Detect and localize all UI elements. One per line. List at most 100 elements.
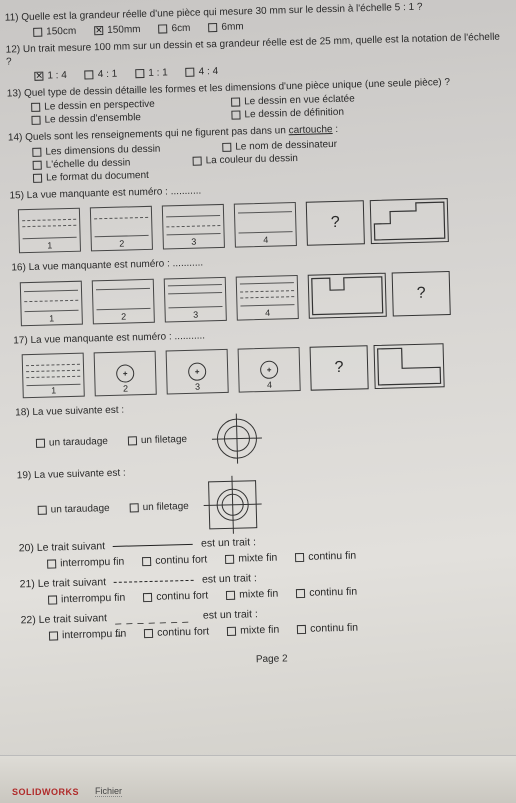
checkbox-icon xyxy=(33,160,42,169)
q13-opt-3: Le dessin de définition xyxy=(231,105,411,121)
checkbox-icon xyxy=(222,142,231,151)
opt-label: continu fort xyxy=(155,553,207,566)
q19-figure xyxy=(208,480,257,529)
view-figure-4: 4 xyxy=(234,202,297,248)
q22-opt-1: continu fort xyxy=(144,625,209,639)
q21-opt-1: continu fort xyxy=(143,589,208,603)
opt-label: Le dessin d'ensemble xyxy=(44,112,141,126)
question-17: 17) La vue manquante est numéro : ......… xyxy=(13,322,515,402)
opt-label: un filetage xyxy=(141,434,187,446)
iso-front: ? xyxy=(306,200,365,246)
q11-opt-0: 150cm xyxy=(33,25,76,37)
fig-num: 4 xyxy=(265,307,270,317)
view-figure-2: 2 xyxy=(94,351,157,397)
opt-label: Le dessin en perspective xyxy=(44,99,155,113)
iso-views: ? xyxy=(308,267,459,321)
q13-opt-2: Le dessin d'ensemble xyxy=(31,110,211,126)
checkbox-icon xyxy=(135,68,144,77)
crosshair-circle-icon xyxy=(260,361,278,379)
taskbar: SOLIDWORKS Fichier xyxy=(0,755,516,803)
q15-figures: 1 2 3 4 ? xyxy=(18,193,511,256)
page-footer: Page 2 xyxy=(22,647,516,671)
checkbox-icon xyxy=(128,436,137,445)
opt-label: un taraudage xyxy=(51,503,110,516)
view-figure-1: 1 xyxy=(18,208,81,254)
question-mark: ? xyxy=(331,214,340,232)
checkbox-icon xyxy=(33,27,42,36)
view-figure-3: 3 xyxy=(166,349,229,395)
checkbox-icon xyxy=(47,559,56,568)
checkbox-icon xyxy=(231,110,240,119)
fig-num: 1 xyxy=(47,240,52,250)
q21-opt-0: interrompu fin xyxy=(48,592,125,606)
iso-side xyxy=(374,343,445,389)
q22-opt-3: continu fin xyxy=(297,622,358,636)
opt-label: 4 : 4 xyxy=(199,66,219,78)
opt-label: continu fin xyxy=(310,622,358,635)
iso-views: ? xyxy=(309,340,460,394)
checkbox-icon xyxy=(158,24,167,33)
opt-label: mixte fin xyxy=(239,588,278,601)
opt-label: interrompu fin xyxy=(60,556,124,570)
q20-opt-1: continu fort xyxy=(142,553,207,567)
q18-opt-1: un filetage xyxy=(128,434,187,447)
iso-front: ? xyxy=(310,345,369,391)
q14-opt-1: Le nom de dessinateur xyxy=(222,137,392,152)
q21-text-a: 21) Le trait suivant xyxy=(20,576,107,590)
view-figure-4: 4 xyxy=(238,347,301,393)
view-figure-1: 1 xyxy=(22,353,85,399)
question-15: 15) La vue manquante est numéro : ......… xyxy=(9,177,511,257)
checkbox-icon xyxy=(227,626,236,635)
notch-profile-icon xyxy=(310,274,385,316)
opt-label: mixte fin xyxy=(238,552,277,565)
checkbox-icon xyxy=(295,552,304,561)
thread-square-icon xyxy=(216,488,249,521)
fig-num: 3 xyxy=(193,309,198,319)
q18-figure xyxy=(207,417,268,459)
q19-opt-0: un taraudage xyxy=(38,503,110,516)
question-13: 13) Quel type de dessin détaille les for… xyxy=(7,75,508,127)
fig-num: 1 xyxy=(49,313,54,323)
checkbox-icon xyxy=(143,592,152,601)
opt-label: Le nom de dessinateur xyxy=(235,138,337,152)
iso-front xyxy=(308,272,387,318)
opt-label: 150mm xyxy=(107,24,141,36)
view-figure-3: 3 xyxy=(162,204,225,250)
q18-opt-0: un taraudage xyxy=(36,436,108,449)
q19-opt-1: un filetage xyxy=(130,500,189,513)
q20-opt-2: mixte fin xyxy=(225,552,277,565)
q20-opt-0: interrompu fin xyxy=(47,556,124,570)
q14-opt-0: Les dimensions du dessin xyxy=(32,142,202,157)
crosshair-circle-icon xyxy=(188,362,206,380)
q14-opt-2: L'échelle du dessin xyxy=(33,156,173,171)
opt-label: continu fort xyxy=(157,625,209,638)
q12-opt-1: 4 : 1 xyxy=(85,68,118,80)
checkbox-icon xyxy=(225,554,234,563)
opt-label: continu fin xyxy=(308,550,356,563)
q21-opt-3: continu fin xyxy=(296,586,357,600)
dashed-fine-line-icon xyxy=(114,579,194,582)
q12-opt-3: 4 : 4 xyxy=(186,66,219,78)
view-figure-2: 2 xyxy=(92,278,155,324)
view-figure-2: 2 xyxy=(90,206,153,252)
opt-label: 6mm xyxy=(221,21,244,33)
opt-label: un filetage xyxy=(143,500,189,512)
question-mark: ? xyxy=(417,284,426,302)
opt-label: continu fort xyxy=(156,589,208,602)
checkbox-icon xyxy=(144,628,153,637)
fig-num: 2 xyxy=(123,383,128,393)
question-20: 20) Le trait suivant est un trait : inte… xyxy=(19,529,516,570)
solidworks-label: SOLIDWORKS xyxy=(12,787,79,797)
opt-label: continu fin xyxy=(309,586,357,599)
view-figure-1: 1 xyxy=(20,280,83,326)
q21-opt-2: mixte fin xyxy=(226,588,278,601)
q22-opt-0: interrompu fin xyxy=(49,628,126,642)
inner-circle-icon xyxy=(224,425,251,452)
checkbox-icon xyxy=(130,503,139,512)
opt-label: 6cm xyxy=(171,22,190,33)
fig-num: 3 xyxy=(195,382,200,392)
q14-opt-4: Le format du document xyxy=(33,168,183,183)
question-12: 12) Un trait mesure 100 mm sur un dessin… xyxy=(6,31,507,82)
solid-line-icon xyxy=(113,543,193,546)
opt-label: Le dessin en vue éclatée xyxy=(244,93,355,107)
